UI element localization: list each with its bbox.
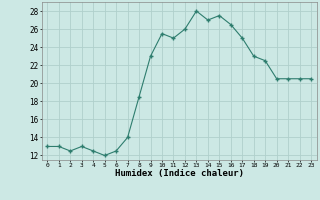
X-axis label: Humidex (Indice chaleur): Humidex (Indice chaleur) [115,169,244,178]
